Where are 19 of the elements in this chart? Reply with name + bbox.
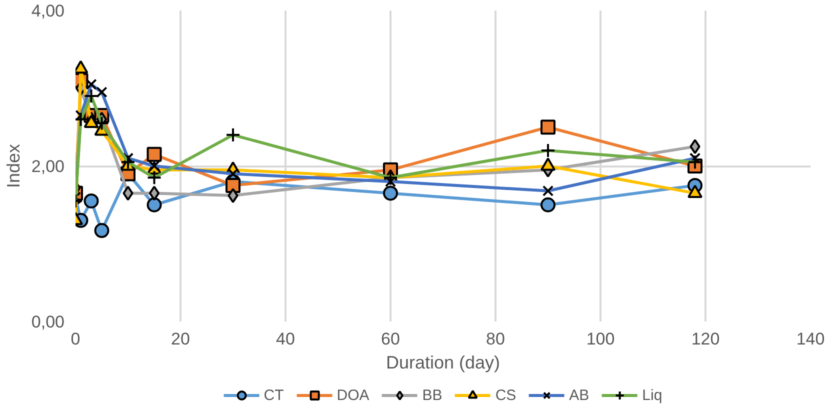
legend-label: CS	[495, 386, 516, 404]
x-tick-label: 100	[586, 330, 615, 348]
y-axis-title: Index	[3, 144, 24, 188]
legend-label: BB	[422, 386, 442, 404]
legend-label: AB	[569, 386, 590, 404]
y-tick-label: 0,00	[31, 312, 65, 332]
x-tick-label: 40	[276, 330, 295, 348]
legend-label: CT	[264, 386, 284, 404]
x-tick-label: 20	[171, 330, 190, 348]
legend-label: DOA	[336, 386, 370, 404]
x-tick-label: 140	[796, 330, 825, 348]
x-tick-label: 120	[691, 330, 720, 348]
x-tick-label: 0	[70, 330, 80, 348]
y-tick-label: 4,00	[31, 2, 65, 20]
x-tick-label: 80	[486, 330, 505, 348]
y-tick-label: 2,00	[31, 157, 65, 176]
legend-label: Liq	[642, 386, 662, 404]
x-tick-label: 60	[381, 330, 400, 348]
x-axis-title: Duration (day)	[386, 352, 500, 372]
